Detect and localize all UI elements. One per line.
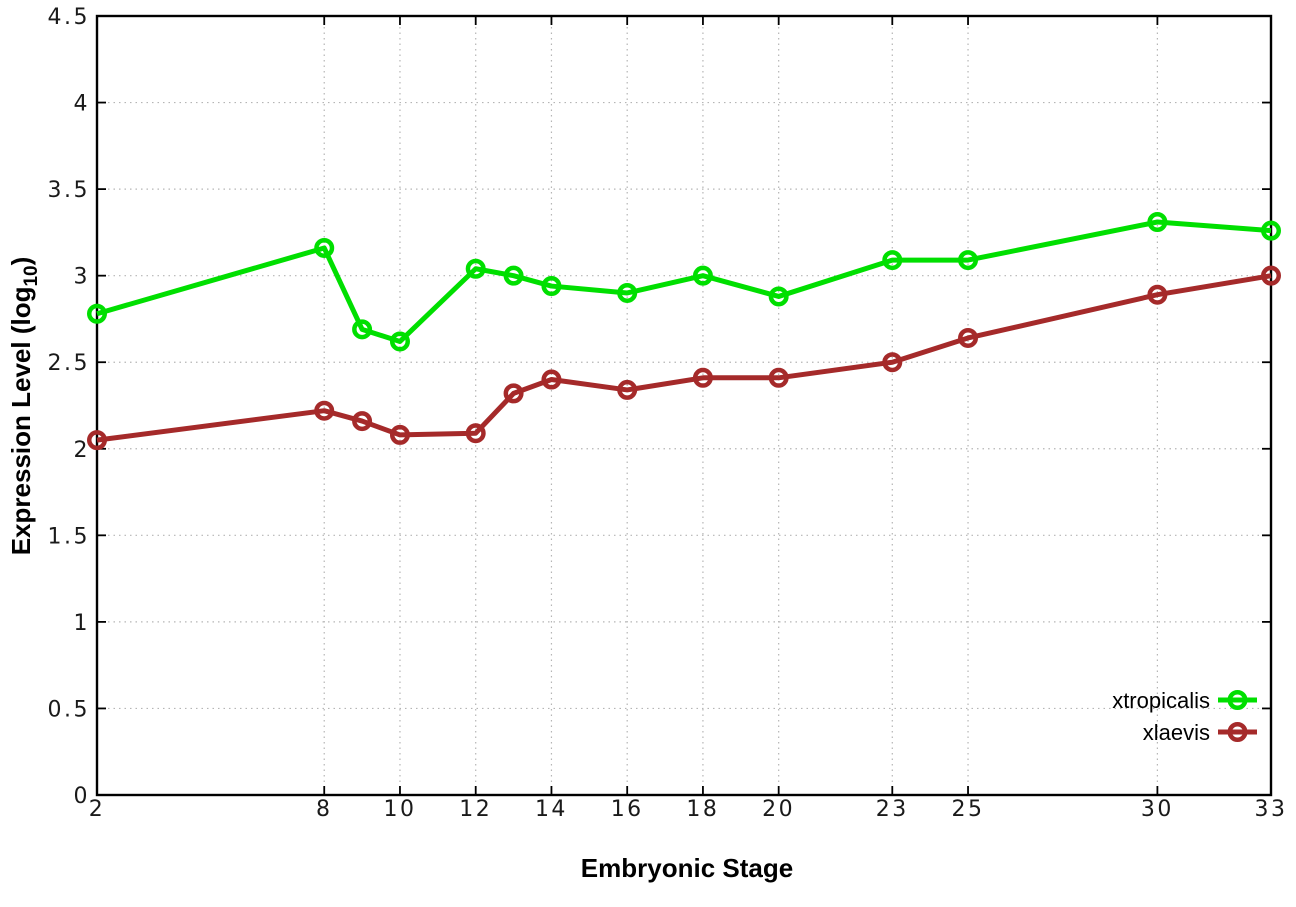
gridlines	[97, 16, 1271, 795]
data-point-xlaevis	[352, 411, 373, 432]
data-point-xlaevis	[541, 369, 562, 390]
y-tick-label: 0.5	[48, 697, 91, 722]
x-tick-label: 2	[89, 797, 106, 822]
data-point-xtropicalis	[541, 276, 562, 297]
y-tick-label: 4.5	[48, 5, 91, 30]
series-line-xtropicalis	[96, 219, 1272, 344]
data-point-xlaevis	[692, 367, 713, 388]
legend-sample-marker-xlaevis	[1227, 722, 1248, 742]
y-tick-label: 3	[74, 265, 91, 290]
data-point-xtropicalis	[314, 237, 335, 258]
data-point-xtropicalis	[389, 331, 410, 352]
data-point-xtropicalis	[87, 303, 107, 324]
legend: xtropicalis xlaevis	[1112, 688, 1257, 745]
data-point-xtropicalis	[768, 286, 789, 307]
data-point-xlaevis	[87, 430, 107, 451]
y-axis-title-main: Expression Level (log	[6, 287, 36, 556]
axis-tick-labels: 2 8 10 12 14 16 18 20 23 25 30 33 0 0.5 1 1.5 2 2.5 3 3.5 4 4…	[48, 5, 1288, 822]
x-tick-label: 10	[383, 797, 416, 822]
data-point-xtropicalis	[617, 282, 638, 303]
data-point-xlaevis	[882, 352, 903, 373]
y-tick-label: 3.5	[48, 178, 91, 203]
x-tick-label: 12	[459, 797, 492, 822]
y-axis-title: Expression Level (log10)	[6, 257, 42, 556]
x-tick-label: 25	[952, 797, 985, 822]
data-point-xtropicalis	[1147, 212, 1168, 233]
data-point-xlaevis	[465, 423, 486, 444]
y-axis-title-suffix: )	[6, 257, 36, 266]
data-series	[87, 212, 1281, 451]
x-tick-label: 18	[686, 797, 719, 822]
legend-sample-marker-xtropicalis	[1227, 690, 1248, 710]
data-point-xlaevis	[1261, 265, 1281, 286]
legend-label-xtropicalis: xtropicalis	[1112, 688, 1210, 713]
data-point-xlaevis	[768, 367, 789, 388]
axis-ticks	[96, 15, 1272, 796]
data-point-xtropicalis	[352, 319, 373, 340]
data-point-xlaevis	[1147, 284, 1168, 305]
x-tick-label: 30	[1141, 797, 1174, 822]
data-point-xtropicalis	[958, 250, 979, 271]
data-point-xlaevis	[314, 400, 335, 421]
x-tick-label: 20	[762, 797, 795, 822]
x-tick-label: 14	[535, 797, 568, 822]
y-tick-label: 1.5	[48, 524, 91, 549]
legend-label-xlaevis: xlaevis	[1143, 720, 1210, 745]
x-tick-label: 23	[876, 797, 909, 822]
x-axis-title: Embryonic Stage	[581, 853, 793, 883]
data-point-xtropicalis	[882, 250, 903, 271]
y-axis-title-subscript: 10	[21, 265, 42, 286]
data-point-xtropicalis	[465, 258, 486, 279]
data-point-xlaevis	[389, 424, 410, 445]
legend-sample-markers	[1218, 690, 1257, 742]
plot-border	[95, 14, 1273, 797]
data-point-xtropicalis	[503, 265, 524, 286]
data-point-xlaevis	[958, 327, 979, 348]
data-point-xlaevis	[503, 383, 524, 404]
x-tick-label: 8	[316, 797, 333, 822]
x-tick-label: 16	[611, 797, 644, 822]
series-line-xlaevis	[96, 273, 1272, 443]
y-tick-label: 2.5	[48, 351, 91, 376]
y-tick-label: 2	[74, 438, 91, 463]
data-point-xtropicalis	[1261, 220, 1281, 241]
y-tick-label: 0	[74, 784, 91, 809]
data-point-xtropicalis	[692, 265, 713, 286]
x-tick-label: 33	[1255, 797, 1288, 822]
y-tick-label: 1	[74, 611, 91, 636]
y-tick-label: 4	[74, 92, 91, 117]
data-point-xlaevis	[617, 379, 638, 400]
